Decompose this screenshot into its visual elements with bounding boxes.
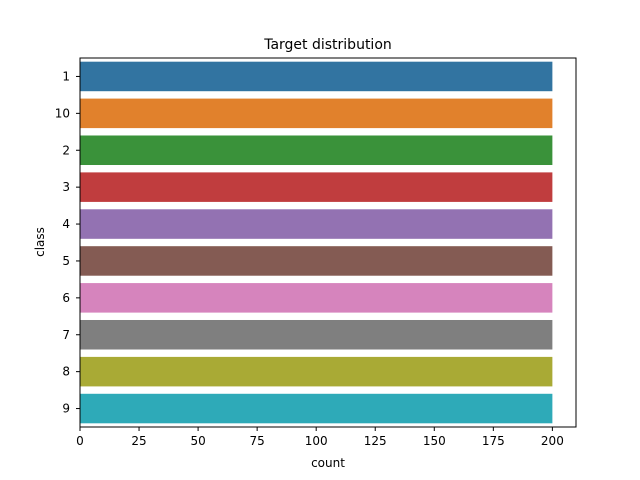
- y-tick-label: 7: [62, 328, 70, 342]
- bar-class-4: [80, 209, 553, 239]
- x-axis-label: count: [311, 456, 345, 470]
- y-tick-label: 3: [62, 180, 70, 194]
- x-tick-label: 175: [482, 434, 505, 448]
- x-tick-label: 125: [364, 434, 387, 448]
- bar-class-7: [80, 319, 553, 350]
- chart-title: Target distribution: [263, 37, 392, 53]
- x-tick-label: 50: [190, 434, 205, 448]
- x-axis-ticks: 0 25 50 75 100 125 150 175 200: [76, 427, 564, 448]
- bar-class-1: [80, 61, 553, 92]
- y-tick-label: 2: [62, 143, 70, 157]
- y-axis-ticks: 1 10 2 3 4 5 6 7 8 9: [55, 69, 80, 416]
- y-tick-label: 8: [62, 365, 70, 379]
- x-tick-label: 25: [131, 434, 146, 448]
- y-tick-label: 6: [62, 291, 70, 305]
- bar-class-10: [80, 98, 553, 129]
- bar-class-5: [80, 246, 553, 276]
- y-tick-label: 9: [62, 402, 70, 416]
- y-tick-label: 1: [62, 69, 70, 83]
- x-tick-label: 75: [250, 434, 265, 448]
- y-tick-label: 10: [55, 106, 70, 120]
- bar-class-8: [80, 356, 553, 387]
- bar-class-2: [80, 135, 553, 166]
- y-tick-label: 4: [62, 217, 70, 231]
- plot-frame: [79, 57, 577, 428]
- bar-class-6: [80, 283, 553, 313]
- x-tick-label: 100: [305, 434, 328, 448]
- bar-class-9: [80, 393, 553, 424]
- x-tick-label: 200: [541, 434, 564, 448]
- x-tick-label: 0: [76, 434, 84, 448]
- bar-class-3: [80, 172, 553, 202]
- bars-group: [80, 61, 553, 424]
- y-axis-label: class: [33, 227, 47, 257]
- x-tick-label: 150: [423, 434, 446, 448]
- y-tick-label: 5: [62, 254, 70, 268]
